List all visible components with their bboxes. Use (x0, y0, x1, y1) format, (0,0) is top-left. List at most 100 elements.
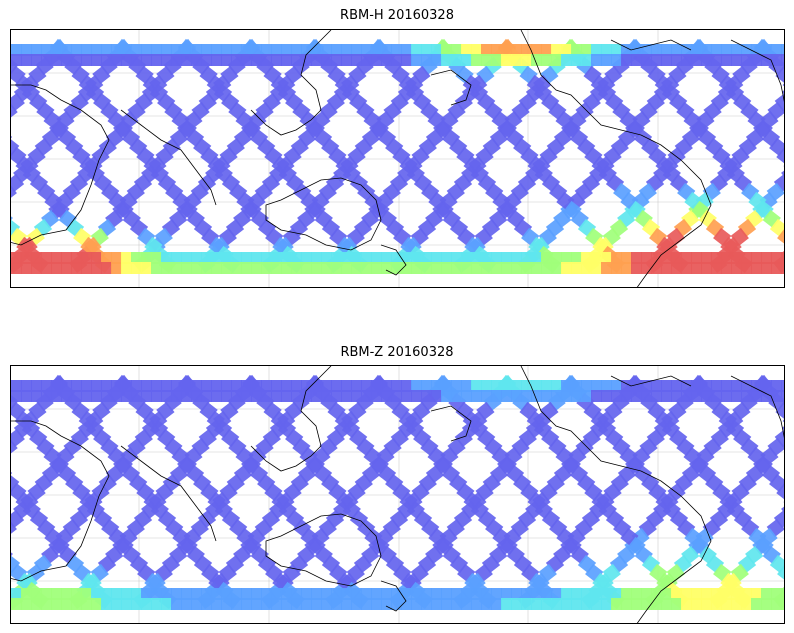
track-cell (101, 252, 112, 264)
track-cell (431, 262, 442, 274)
track-cell (151, 390, 162, 402)
track-cell (321, 262, 332, 274)
track-cell (621, 380, 632, 392)
track-cell (111, 390, 122, 402)
track-cell (191, 262, 202, 274)
track-cell (561, 262, 572, 274)
track-cell (421, 54, 432, 66)
track-cell (731, 598, 742, 610)
track-cell (771, 262, 782, 274)
track-cell (501, 380, 512, 392)
track-cell (111, 380, 122, 392)
track-cell (521, 252, 532, 264)
track-cell (211, 54, 222, 66)
track-cell (531, 390, 542, 402)
track-cell (401, 598, 412, 610)
track-cell (91, 598, 102, 610)
coastline (265, 513, 382, 587)
track-cell (781, 380, 784, 392)
track-cell (371, 54, 382, 66)
track-cell (31, 380, 42, 392)
track-cell (271, 252, 282, 264)
track-cell (201, 598, 212, 610)
track-cell (511, 390, 522, 402)
track-cell (71, 390, 82, 402)
track-cell (451, 44, 462, 56)
track-cell (731, 380, 742, 392)
track-cell (381, 252, 392, 264)
track-cell (81, 380, 92, 392)
track-cell (651, 598, 662, 610)
track-cell (91, 44, 102, 56)
track-cell (231, 598, 242, 610)
track-cell (51, 380, 62, 392)
track-cell (71, 598, 82, 610)
track-cell (241, 44, 252, 56)
track-cell (651, 262, 662, 274)
track-cell (241, 252, 252, 264)
track-cell (381, 380, 392, 392)
track-cell (121, 380, 132, 392)
track-cell (181, 262, 192, 274)
track-cell (331, 44, 342, 56)
track-cell (471, 588, 482, 600)
track-cell (141, 598, 152, 610)
track-cell (21, 262, 32, 274)
coastline (520, 366, 712, 623)
track-cell (251, 252, 262, 264)
track-cell (741, 262, 752, 274)
track-cell (661, 380, 672, 392)
track-cell (411, 588, 422, 600)
track-cell (671, 252, 682, 264)
track-cell (461, 44, 472, 56)
track-cell (621, 54, 632, 66)
track-cell (161, 380, 172, 392)
track-cell (531, 252, 542, 264)
track-cell (351, 588, 362, 600)
track-cell (391, 390, 402, 402)
track-cell (81, 252, 92, 264)
track-cell (591, 252, 602, 264)
track-cell (51, 390, 62, 402)
track-cell (221, 54, 232, 66)
track-cell (761, 598, 772, 610)
track-cell (361, 588, 372, 600)
track-cell (611, 380, 622, 392)
track-cell (201, 54, 212, 66)
track-cell (231, 390, 242, 402)
track-cell (201, 588, 212, 600)
track-cell (121, 252, 132, 264)
track-cell (91, 54, 102, 66)
track-cell (251, 390, 262, 402)
track-cell (311, 252, 322, 264)
track-cell (141, 252, 152, 264)
track-cell (391, 262, 402, 274)
track-cell (41, 262, 52, 274)
track-cell (131, 252, 142, 264)
map-canvas (11, 30, 784, 287)
track-cell (461, 252, 472, 264)
track-cell (171, 390, 182, 402)
track-cell (151, 588, 162, 600)
track-cell (461, 262, 472, 274)
track-cell (781, 588, 784, 600)
track-cell (551, 588, 562, 600)
track-cell (531, 44, 542, 56)
track-cell (751, 252, 762, 264)
track-cell (691, 44, 702, 56)
track-cell (661, 262, 672, 274)
track-cell (561, 390, 572, 402)
track-cell (461, 598, 472, 610)
track-cell (301, 380, 312, 392)
coastlines (11, 30, 784, 287)
track-cell (571, 588, 582, 600)
track-cell (451, 262, 462, 274)
track-cell (751, 380, 762, 392)
track-cell (541, 44, 552, 56)
track-cell (751, 390, 762, 402)
track-cell (371, 598, 382, 610)
track-cell (711, 54, 722, 66)
track-cell (321, 390, 332, 402)
track-cell (41, 252, 52, 264)
track-cell (271, 44, 282, 56)
